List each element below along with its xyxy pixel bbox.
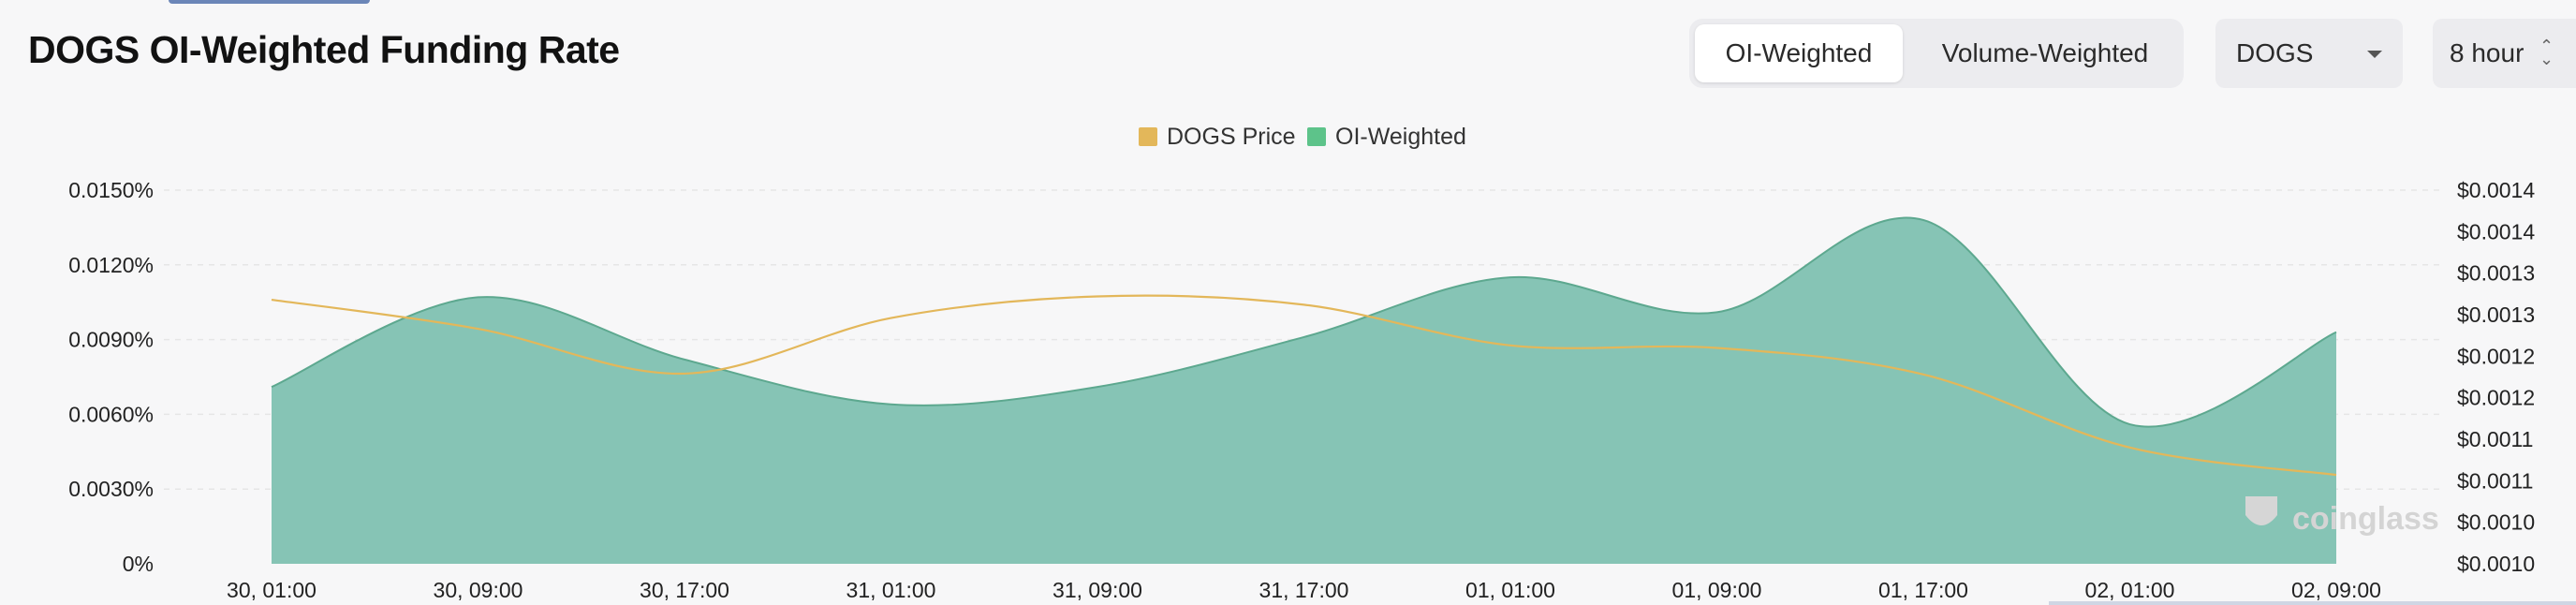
right-tick-label: $0.0013 bbox=[2457, 261, 2535, 286]
top-tab-indicator bbox=[169, 0, 370, 4]
left-tick-label: 0.0120% bbox=[68, 253, 154, 277]
right-tick-label: $0.0013 bbox=[2457, 302, 2535, 327]
right-tick-label: $0.0010 bbox=[2457, 510, 2535, 535]
chevron-down-icon bbox=[2367, 51, 2382, 58]
x-tick-label: 01, 01:00 bbox=[1465, 578, 1555, 602]
right-tick-label: $0.0014 bbox=[2457, 178, 2535, 202]
legend-item-oi[interactable]: OI-Weighted bbox=[1307, 124, 1466, 151]
x-tick-label: 31, 09:00 bbox=[1052, 578, 1142, 602]
legend-swatch-oi bbox=[1307, 127, 1326, 146]
tab-oi-weighted[interactable]: OI-Weighted bbox=[1695, 24, 1903, 82]
coinglass-logo-icon bbox=[2245, 496, 2277, 525]
bottom-scroll-indicator bbox=[2049, 601, 2576, 605]
legend-label-price: DOGS Price bbox=[1167, 124, 1296, 150]
page-title: DOGS OI-Weighted Funding Rate bbox=[28, 28, 620, 71]
watermark: coinglass bbox=[2245, 496, 2439, 537]
legend-label-oi: OI-Weighted bbox=[1335, 124, 1466, 150]
x-tick-label: 01, 09:00 bbox=[1672, 578, 1762, 602]
oi-weighted-line bbox=[271, 216, 2337, 428]
right-tick-label: $0.0012 bbox=[2457, 344, 2535, 368]
x-tick-label: 31, 17:00 bbox=[1259, 578, 1349, 602]
right-tick-label: $0.0014 bbox=[2457, 219, 2535, 243]
left-axis: 0% 0.0030% 0.0060% 0.0090% 0.0120% 0.0150% bbox=[68, 178, 154, 576]
tab-volume-weighted[interactable]: Volume-Weighted bbox=[1941, 38, 2149, 67]
interval-select-value: 8 hour bbox=[2450, 38, 2524, 67]
x-tick-label: 30, 01:00 bbox=[227, 578, 316, 602]
left-tick-label: 0.0150% bbox=[68, 178, 154, 202]
symbol-select-value: DOGS bbox=[2236, 38, 2314, 67]
right-tick-label: $0.0011 bbox=[2457, 468, 2533, 493]
legend-swatch-price bbox=[1139, 127, 1157, 146]
left-tick-label: 0.0030% bbox=[68, 477, 154, 501]
right-axis: $0.0010 $0.0010 $0.0011 $0.0011 $0.0012 $0.00… bbox=[2457, 178, 2535, 576]
interval-select[interactable]: 8 hour ⌃ ⌄ bbox=[2433, 19, 2576, 88]
x-tick-label: 31, 01:00 bbox=[846, 578, 936, 602]
left-tick-label: 0.0060% bbox=[68, 402, 154, 426]
right-tick-label: $0.0011 bbox=[2457, 427, 2533, 451]
right-tick-label: $0.0012 bbox=[2457, 386, 2535, 410]
oi-weighted-area bbox=[272, 217, 2336, 564]
watermark-text: coinglass bbox=[2292, 501, 2439, 537]
right-tick-label: $0.0010 bbox=[2457, 552, 2535, 576]
left-tick-label: 0% bbox=[123, 552, 154, 576]
x-tick-label: 30, 09:00 bbox=[434, 578, 523, 602]
symbol-select[interactable]: DOGS bbox=[2215, 19, 2403, 88]
x-tick-label: 30, 17:00 bbox=[640, 578, 729, 602]
x-tick-label: 02, 09:00 bbox=[2291, 578, 2381, 602]
x-axis: 30, 01:00 30, 09:00 30, 17:00 31, 01:00 31, … bbox=[227, 578, 2381, 602]
legend-item-price[interactable]: DOGS Price bbox=[1139, 124, 1296, 151]
up-down-arrows-icon: ⌃ ⌄ bbox=[2539, 37, 2554, 68]
x-tick-label: 01, 17:00 bbox=[1878, 578, 1968, 602]
x-tick-label: 02, 01:00 bbox=[2085, 578, 2175, 602]
oi-area-layer bbox=[271, 216, 2337, 564]
price-line-layer bbox=[271, 294, 2337, 477]
left-tick-label: 0.0090% bbox=[68, 328, 154, 352]
weighting-toggle: OI-Weighted Volume-Weighted bbox=[1689, 19, 2184, 88]
